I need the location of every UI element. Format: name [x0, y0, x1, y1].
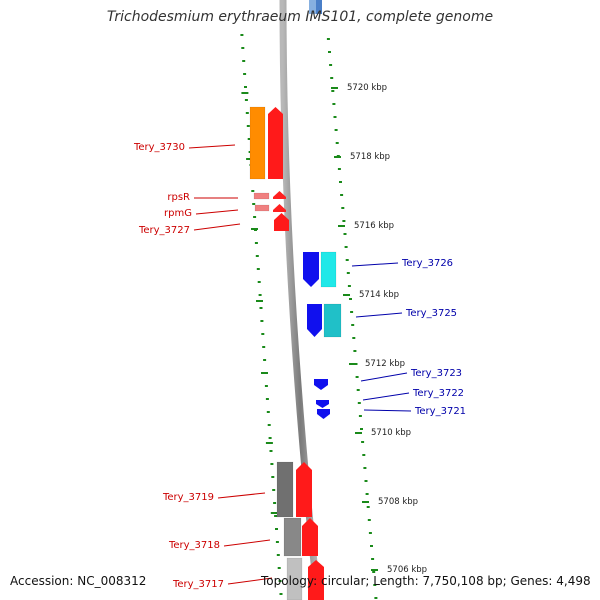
- gene-label-tery-3725[interactable]: Tery_3725: [405, 308, 457, 319]
- strand-tick-dots: [240, 34, 378, 599]
- gene-block-rpmg: [254, 204, 270, 212]
- gene-block-rpsr: [253, 192, 270, 200]
- leader-line-tery-3719: [217, 492, 266, 499]
- gene-arrow-tery-3722: [316, 400, 329, 408]
- topology-text: Topology: circular; Length: 7,750,108 bp…: [261, 574, 591, 588]
- scale-labels: 5720 kbp 5718 kbp 5716 kbp 5714 kbp 5712 kbp…: [331, 83, 427, 575]
- scale-label: 5706 kbp: [387, 565, 427, 575]
- gene-label-tery-3722[interactable]: Tery_3722: [412, 388, 464, 399]
- scale-label: 5708 kbp: [378, 497, 418, 507]
- gene-label-tery-3726[interactable]: Tery_3726: [401, 258, 453, 269]
- gene-arrow-tery-3725: [307, 304, 322, 337]
- map-title: Trichodesmium erythraeum IMS101, complet…: [106, 9, 494, 25]
- gene-arrow-tery-3718: [302, 518, 318, 556]
- gene-arrow-tery-3721: [317, 409, 330, 419]
- leader-line-tery-3727: [193, 223, 241, 231]
- gene-arrow-tery-3719: [296, 462, 312, 517]
- gene-label-tery-3727[interactable]: Tery_3727: [138, 225, 190, 236]
- gene-block-tery-3730: [249, 106, 266, 180]
- gene-block-tery-3719: [276, 461, 294, 518]
- gene-labels[interactable]: Tery_3730 rpsR rpmG Tery_3727 Tery_3726 Tery_…: [133, 142, 466, 590]
- gene-block-tery-3717: [286, 557, 303, 600]
- gene-features: [249, 106, 342, 600]
- gene-label-rpsr[interactable]: rpsR: [167, 192, 190, 203]
- top-partial-feature: [309, 0, 322, 14]
- scale-label: 5720 kbp: [347, 83, 387, 93]
- scale-label: 5710 kbp: [371, 428, 411, 438]
- gene-arrow-rpsr: [273, 191, 286, 199]
- scale-label: 5714 kbp: [359, 290, 399, 300]
- leader-line-tery-3718: [223, 539, 271, 547]
- gene-arrow-tery-3730: [268, 107, 283, 179]
- leader-line-tery-3730: [188, 144, 236, 149]
- gene-block-tery-3726: [320, 251, 337, 288]
- leader-line-tery-3723: [360, 372, 408, 382]
- leader-line-tery-3726: [351, 262, 399, 267]
- gene-arrow-tery-3723: [314, 379, 328, 390]
- gene-label-rpmg[interactable]: rpmG: [164, 208, 192, 219]
- leader-line-tery-3721: [363, 409, 412, 412]
- accession-text: Accession: NC_008312: [10, 574, 147, 588]
- leader-line-tery-3725: [355, 312, 403, 318]
- gene-label-tery-3723[interactable]: Tery_3723: [410, 368, 462, 379]
- scale-label: 5716 kbp: [354, 221, 394, 231]
- gene-block-tery-3725: [323, 303, 342, 338]
- leader-line-tery-3722: [362, 392, 410, 401]
- gene-arrow-tery-3727: [274, 213, 289, 231]
- leader-line-tery-3717: [227, 577, 273, 585]
- scale-label: 5718 kbp: [350, 152, 390, 162]
- gene-block-tery-3718: [283, 517, 302, 557]
- scale-label: 5712 kbp: [365, 359, 405, 369]
- gene-arrow-rpmg: [273, 204, 286, 212]
- gene-label-tery-3718[interactable]: Tery_3718: [168, 540, 220, 551]
- gene-label-tery-3730[interactable]: Tery_3730: [133, 142, 185, 153]
- gene-label-tery-3717[interactable]: Tery_3717: [172, 579, 224, 590]
- leader-line-rpmg: [195, 209, 239, 215]
- gene-label-tery-3721[interactable]: Tery_3721: [414, 406, 466, 417]
- gene-arrow-tery-3717: [308, 560, 324, 600]
- gene-label-tery-3719[interactable]: Tery_3719: [162, 492, 214, 503]
- gene-arrow-tery-3726: [303, 252, 319, 287]
